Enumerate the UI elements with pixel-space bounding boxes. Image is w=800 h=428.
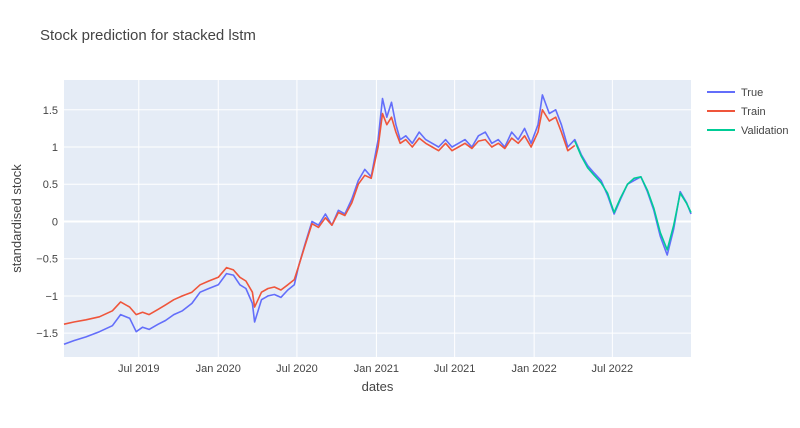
- y-tick-label: −1: [45, 291, 58, 303]
- plot-background: [64, 80, 691, 357]
- legend: True Train Validation: [707, 87, 789, 137]
- x-tick-label: Jul 2020: [276, 363, 318, 375]
- series-lines: [63, 94, 692, 346]
- y-axis-ticks: 1.5 1 0.5 0 −0.5 −1 −1.5: [36, 105, 58, 340]
- y-tick-label: 0.5: [43, 179, 58, 191]
- x-axis-title: dates: [362, 379, 394, 394]
- series-line-validation: [574, 140, 692, 251]
- y-axis-title: standardised stock: [9, 164, 24, 273]
- x-tick-label: Jan 2020: [196, 363, 241, 375]
- grid: [64, 80, 691, 357]
- series-line-train: [63, 109, 576, 325]
- y-tick-label: 1.5: [43, 105, 58, 117]
- x-tick-label: Jul 2022: [592, 363, 634, 375]
- legend-label-train: Train: [741, 106, 766, 118]
- legend-label-true: True: [741, 87, 763, 99]
- y-tick-label: −0.5: [36, 254, 58, 266]
- x-tick-label: Jul 2019: [118, 363, 160, 375]
- legend-label-validation: Validation: [741, 125, 789, 137]
- y-tick-label: −1.5: [36, 328, 58, 340]
- y-tick-label: 0: [52, 216, 58, 228]
- x-tick-label: Jan 2022: [512, 363, 557, 375]
- x-axis-ticks: Jul 2019 Jan 2020 Jul 2020 Jan 2021 Jul 2021…: [118, 363, 633, 375]
- series-line-true: [63, 94, 692, 346]
- y-tick-label: 1: [52, 142, 58, 154]
- chart-title: Stock prediction for stacked lstm: [40, 27, 256, 44]
- x-tick-label: Jul 2021: [434, 363, 476, 375]
- x-tick-label: Jan 2021: [354, 363, 399, 375]
